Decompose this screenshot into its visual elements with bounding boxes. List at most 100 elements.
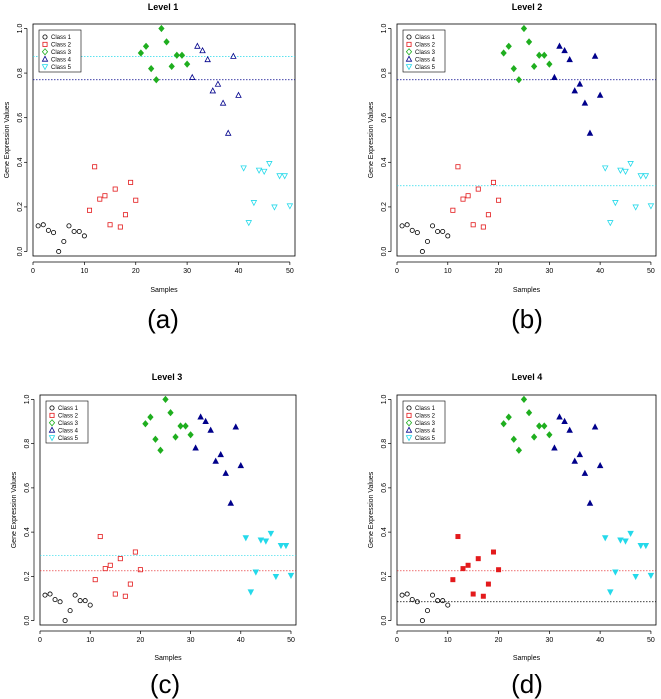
legend-marker (41, 55, 49, 62)
data-point (194, 42, 201, 49)
chart-panel-3: Level 3 0 10 20 30 40 50 0.0 0.2 0.4 0.6 0.8 1.0 Samp… (11, 372, 297, 699)
data-point (107, 222, 113, 228)
data-point (197, 413, 204, 420)
data-point (546, 60, 553, 68)
data-point (260, 168, 268, 175)
data-point (409, 227, 415, 233)
x-tick-label: 0 (38, 637, 42, 644)
data-point (286, 203, 294, 210)
legend-marker (405, 419, 413, 427)
data-point (172, 433, 179, 441)
data-point (500, 420, 507, 428)
data-point (71, 228, 77, 234)
data-point (277, 542, 285, 550)
data-point (157, 446, 164, 454)
data-point (51, 230, 57, 236)
plot-frame (32, 23, 296, 257)
data-point (76, 228, 82, 234)
data-point (440, 598, 446, 604)
data-point (82, 598, 88, 604)
data-point (419, 618, 425, 624)
legend-label: Class 1 (415, 35, 436, 41)
x-tick-label: 10 (444, 268, 452, 275)
data-point (252, 569, 260, 576)
x-tick-label: 50 (286, 268, 294, 275)
data-point (566, 55, 573, 63)
data-point (142, 420, 149, 428)
x-tick-label: 30 (545, 268, 553, 275)
data-point (612, 569, 619, 576)
x-tick-label: 40 (596, 637, 604, 644)
data-point (530, 62, 538, 70)
data-point (199, 47, 206, 54)
data-point (147, 413, 154, 421)
chart-panel-4: Level 4 0 10 20 30 40 50 0.0 0.2 0.4 0.6 0.8 1.0 Samp… (368, 372, 657, 699)
legend-marker (405, 55, 413, 62)
data-point (107, 562, 113, 568)
legend-marker (405, 426, 413, 433)
y-tick-label: 0.4 (24, 527, 31, 537)
data-point (536, 51, 543, 59)
data-point (566, 426, 573, 433)
data-point (596, 91, 604, 98)
x-axis-label: Samples (513, 287, 541, 294)
data-point (496, 567, 502, 573)
y-tick-label: 0.8 (381, 68, 388, 78)
data-point (596, 462, 604, 469)
legend-marker (48, 426, 56, 433)
plot-frame (396, 23, 657, 257)
data-point (515, 446, 523, 454)
data-point (475, 556, 481, 562)
legend-label: Class 5 (415, 65, 436, 71)
x-tick-label: 40 (235, 268, 243, 275)
data-point (102, 566, 108, 572)
data-point (515, 76, 523, 84)
legend-marker (406, 412, 412, 418)
data-point (62, 618, 68, 624)
data-point (152, 435, 159, 443)
data-point (112, 591, 118, 597)
data-point (465, 562, 471, 568)
legend-marker (41, 48, 49, 56)
x-tick-label: 50 (647, 268, 655, 275)
y-axis-label: Gene Expression Values (4, 101, 11, 178)
data-point (182, 422, 189, 430)
data-point (92, 164, 98, 170)
data-point (230, 52, 237, 59)
data-point (137, 49, 145, 57)
data-point (470, 591, 476, 597)
y-tick-label: 0.0 (381, 616, 388, 626)
y-tick-label: 1.0 (24, 394, 31, 404)
data-point (556, 413, 563, 420)
data-point (158, 24, 165, 33)
x-tick-label: 30 (545, 637, 553, 644)
x-tick-label: 10 (444, 637, 452, 644)
data-point (647, 203, 655, 210)
legend-label: Class 5 (58, 436, 79, 442)
data-point (576, 80, 584, 87)
y-tick-label: 0.6 (24, 483, 31, 493)
data-point (551, 444, 558, 451)
y-tick-label: 0.8 (24, 439, 31, 449)
data-point (424, 608, 430, 614)
data-point (485, 212, 491, 218)
y-tick-label: 0.2 (381, 571, 388, 581)
data-point (81, 233, 87, 239)
data-point (525, 409, 533, 417)
data-point (242, 535, 250, 542)
data-point (188, 73, 196, 80)
data-point (202, 417, 209, 424)
legend-label: Class 2 (51, 43, 72, 49)
data-point (485, 581, 491, 587)
x-tick-label: 0 (31, 268, 35, 275)
data-point (142, 42, 150, 50)
data-point (601, 535, 609, 542)
chart-panel-2: Level 2 0 10 20 30 40 50 0.0 0.2 0.4 0.6 0.8 1.0 Samp… (368, 2, 657, 334)
data-point (132, 549, 138, 555)
y-tick-label: 0.0 (24, 616, 31, 626)
data-point (586, 499, 594, 506)
data-point (455, 534, 461, 540)
data-point (399, 592, 405, 598)
x-tick-label: 20 (132, 268, 140, 275)
data-point (530, 433, 538, 441)
